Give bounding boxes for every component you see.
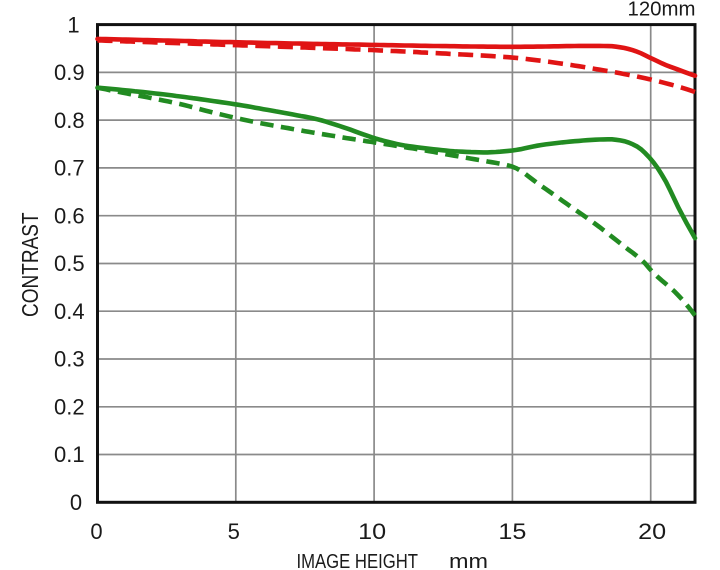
svg-text:0.7: 0.7	[54, 156, 85, 181]
svg-text:15: 15	[498, 519, 526, 544]
svg-text:20: 20	[638, 519, 666, 544]
svg-text:0.1: 0.1	[54, 442, 85, 467]
svg-text:0.2: 0.2	[54, 395, 85, 420]
svg-text:0: 0	[90, 519, 102, 544]
svg-text:0.6: 0.6	[54, 203, 85, 228]
svg-text:0.3: 0.3	[54, 347, 85, 372]
svg-text:0.5: 0.5	[54, 251, 85, 276]
svg-text:IMAGE HEIGHT: IMAGE HEIGHT	[297, 551, 419, 570]
svg-text:5: 5	[228, 519, 240, 544]
svg-text:1: 1	[67, 13, 79, 38]
svg-text:0.8: 0.8	[54, 108, 85, 133]
svg-text:0: 0	[70, 490, 82, 515]
svg-text:mm: mm	[449, 551, 488, 570]
svg-text:120mm: 120mm	[628, 0, 696, 21]
svg-text:0.9: 0.9	[54, 60, 85, 85]
svg-text:10: 10	[358, 519, 386, 544]
svg-text:0.4: 0.4	[54, 299, 85, 324]
svg-text:CONTRAST: CONTRAST	[17, 212, 43, 317]
